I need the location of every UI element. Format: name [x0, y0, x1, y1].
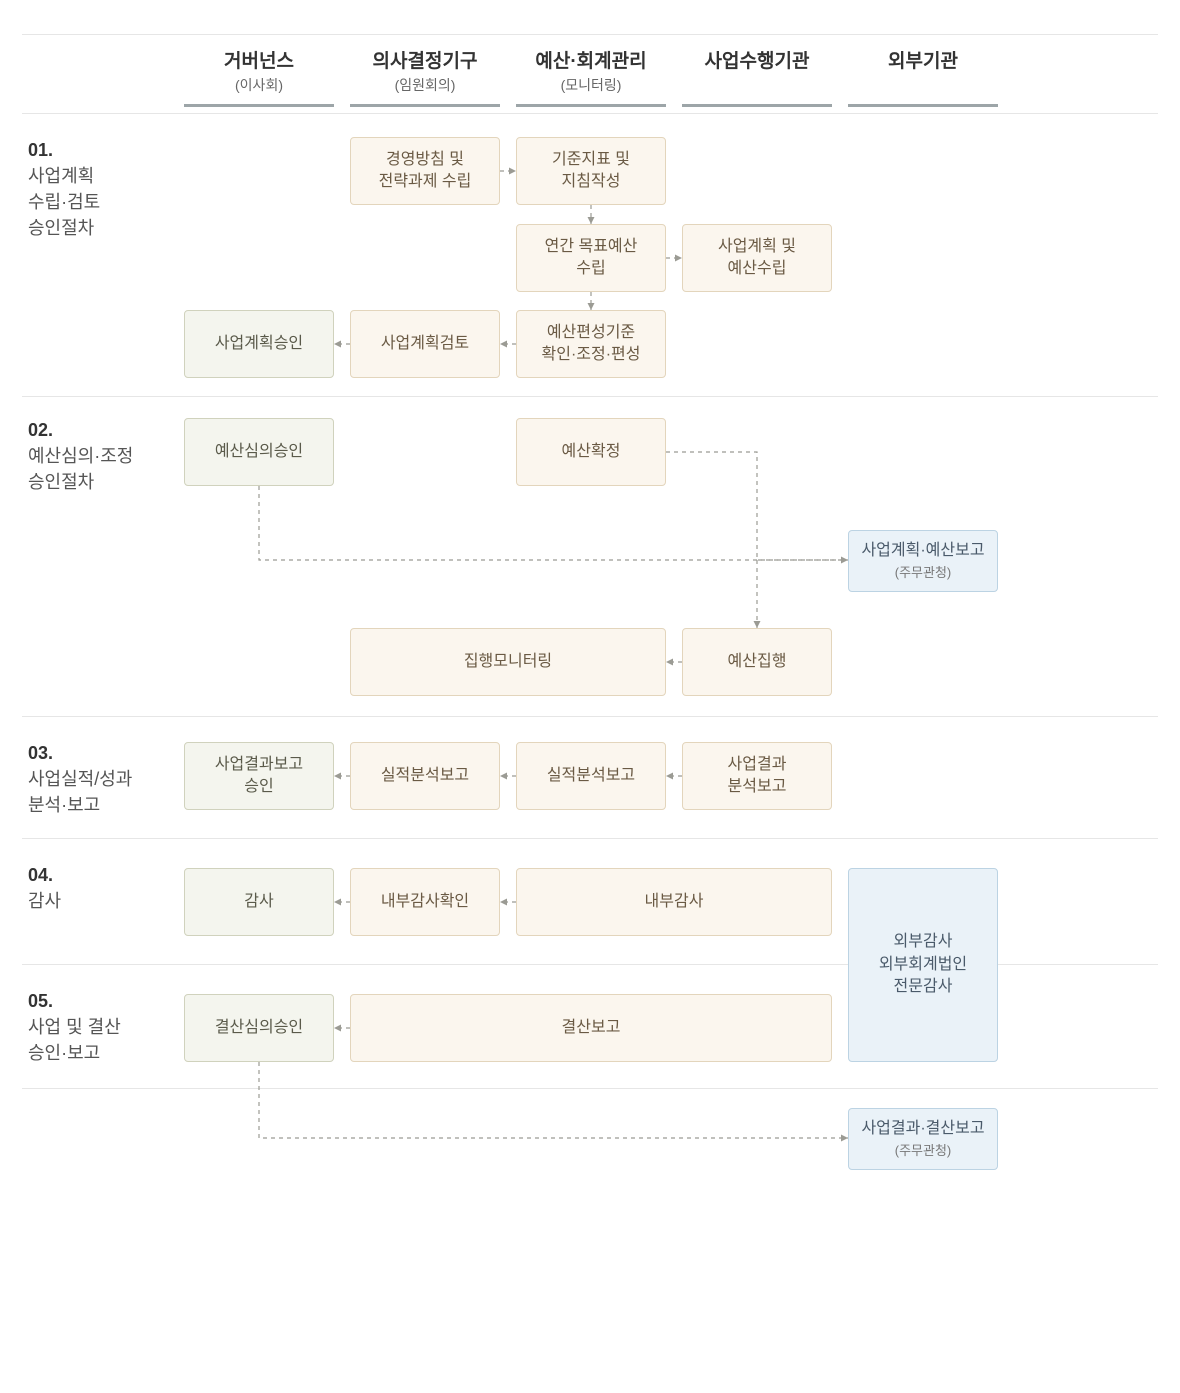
process-box-label: 예산집행 — [728, 651, 787, 673]
row-number: 04. — [28, 865, 53, 885]
row-label-line: 감사 — [28, 891, 61, 911]
process-box-label: 경영방침 및전략과제 수립 — [379, 149, 472, 194]
row-label-line: 승인절차 — [28, 218, 94, 238]
row-label-line: 예산심의·조정 — [28, 446, 133, 466]
column-title: 외부기관 — [848, 46, 998, 73]
column-underline — [682, 104, 832, 107]
section-divider — [22, 838, 1158, 839]
process-box-label: 사업계획승인 — [215, 333, 303, 355]
process-box: 실적분석보고 — [516, 742, 666, 810]
flow-arrow — [259, 486, 832, 560]
process-box: 외부감사외부회계법인전문감사 — [848, 868, 998, 1062]
row-label-line: 사업실적/성과 — [28, 769, 132, 789]
row-label-line: 승인절차 — [28, 472, 94, 492]
process-box: 사업결과보고승인 — [184, 742, 334, 810]
row-label: 04. 감사 — [28, 862, 61, 914]
process-box-label: 사업결과·결산보고 — [861, 1118, 984, 1140]
row-number: 03. — [28, 743, 53, 763]
process-box-label: 사업계획검토 — [381, 333, 469, 355]
flow-arrow — [666, 452, 848, 560]
column-header: 거버넌스(이사회) — [184, 46, 334, 95]
arrow-layer — [0, 0, 1180, 1393]
row-label: 03. 사업실적/성과분석·보고 — [28, 740, 132, 818]
process-box: 연간 목표예산수립 — [516, 224, 666, 292]
process-box: 기준지표 및지침작성 — [516, 137, 666, 205]
process-box-label: 외부감사외부회계법인전문감사 — [879, 931, 967, 998]
process-box: 예산편성기준확인·조정·편성 — [516, 310, 666, 378]
process-box: 예산확정 — [516, 418, 666, 486]
column-header: 의사결정기구(임원회의) — [350, 46, 500, 95]
column-subtitle: (임원회의) — [350, 75, 500, 95]
process-box: 내부감사확인 — [350, 868, 500, 936]
process-box: 결산보고 — [350, 994, 832, 1062]
process-box: 결산심의승인 — [184, 994, 334, 1062]
process-box-label: 사업계획 및예산수립 — [718, 236, 796, 281]
process-box-label: 사업계획·예산보고 — [861, 540, 984, 562]
column-underline — [848, 104, 998, 107]
process-box: 사업계획검토 — [350, 310, 500, 378]
process-box: 실적분석보고 — [350, 742, 500, 810]
process-box-label: 연간 목표예산수립 — [545, 236, 638, 281]
column-underline — [184, 104, 334, 107]
row-label-line: 분석·보고 — [28, 795, 100, 815]
process-box-label: 내부감사확인 — [381, 891, 469, 913]
row-label-line: 승인·보고 — [28, 1043, 100, 1063]
process-box-label: 집행모니터링 — [464, 651, 552, 673]
process-box-label: 내부감사 — [645, 891, 704, 913]
process-box: 집행모니터링 — [350, 628, 666, 696]
row-label: 05. 사업 및 결산승인·보고 — [28, 988, 121, 1066]
column-title: 거버넌스 — [184, 46, 334, 73]
section-divider — [22, 716, 1158, 717]
row-label-line: 수립·검토 — [28, 192, 100, 212]
column-title: 사업수행기관 — [682, 46, 832, 73]
process-box-label: 결산심의승인 — [215, 1017, 303, 1039]
process-box: 사업계획승인 — [184, 310, 334, 378]
section-divider — [22, 113, 1158, 114]
section-divider — [22, 396, 1158, 397]
process-box-label: 예산심의승인 — [215, 441, 303, 463]
process-box-label: 사업결과보고승인 — [215, 754, 303, 799]
row-number: 02. — [28, 420, 53, 440]
column-subtitle: (모니터링) — [516, 75, 666, 95]
process-box: 예산심의승인 — [184, 418, 334, 486]
section-divider — [22, 34, 1158, 35]
process-box-label: 기준지표 및지침작성 — [552, 149, 630, 194]
process-box-label: 예산확정 — [562, 441, 621, 463]
column-underline — [350, 104, 500, 107]
process-box-sublabel: (주무관청) — [895, 1142, 952, 1160]
process-box-label: 결산보고 — [562, 1017, 621, 1039]
process-box: 감사 — [184, 868, 334, 936]
column-header: 외부기관 — [848, 46, 998, 73]
flowchart-root: 거버넌스(이사회) 의사결정기구(임원회의) 예산·회계관리(모니터링) 사업수행기관… — [0, 0, 1180, 1393]
process-box: 사업계획·예산보고 (주무관청) — [848, 530, 998, 592]
column-header: 예산·회계관리(모니터링) — [516, 46, 666, 95]
column-title: 예산·회계관리 — [516, 46, 666, 73]
row-label: 02. 예산심의·조정승인절차 — [28, 417, 133, 495]
process-box-label: 예산편성기준확인·조정·편성 — [542, 322, 641, 367]
row-label-line: 사업 및 결산 — [28, 1017, 121, 1037]
process-box-label: 감사 — [244, 891, 273, 913]
section-divider — [22, 1088, 1158, 1089]
process-box: 사업결과·결산보고 (주무관청) — [848, 1108, 998, 1170]
process-box-label: 실적분석보고 — [547, 765, 635, 787]
row-label-line: 사업계획 — [28, 166, 94, 186]
row-number: 01. — [28, 140, 53, 160]
process-box-label: 실적분석보고 — [381, 765, 469, 787]
process-box: 사업결과분석보고 — [682, 742, 832, 810]
row-number: 05. — [28, 991, 53, 1011]
process-box-sublabel: (주무관청) — [895, 564, 952, 582]
column-subtitle: (이사회) — [184, 75, 334, 95]
flow-arrow — [259, 1062, 848, 1138]
process-box: 내부감사 — [516, 868, 832, 936]
process-box: 사업계획 및예산수립 — [682, 224, 832, 292]
column-header: 사업수행기관 — [682, 46, 832, 73]
row-label: 01. 사업계획수립·검토승인절차 — [28, 137, 100, 241]
process-box: 예산집행 — [682, 628, 832, 696]
process-box-label: 사업결과분석보고 — [728, 754, 787, 799]
column-title: 의사결정기구 — [350, 46, 500, 73]
column-underline — [516, 104, 666, 107]
process-box: 경영방침 및전략과제 수립 — [350, 137, 500, 205]
